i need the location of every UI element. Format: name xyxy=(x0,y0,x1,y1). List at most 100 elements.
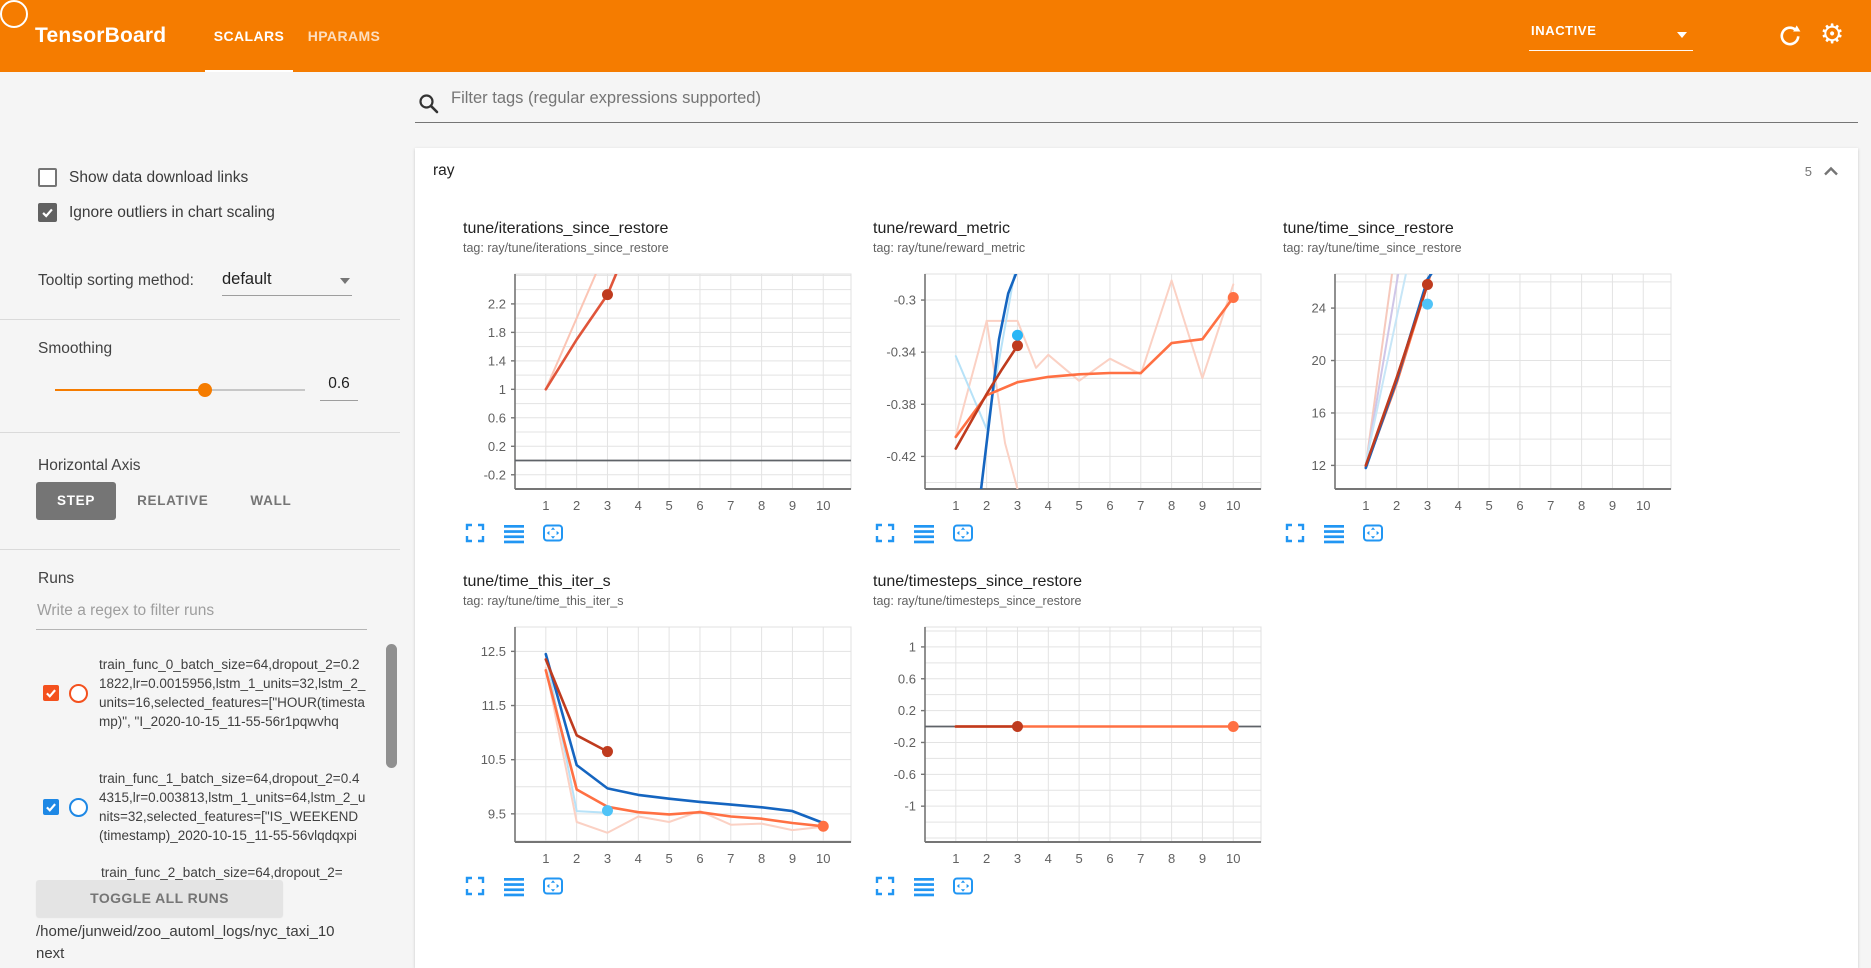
runs-selector-icon[interactable] xyxy=(912,874,936,898)
show-download-links-checkbox[interactable] xyxy=(38,168,57,187)
expand-chart-icon[interactable] xyxy=(463,521,487,545)
ignore-outliers-option[interactable]: Ignore outliers in chart scaling xyxy=(38,203,275,222)
svg-text:10: 10 xyxy=(1636,498,1650,513)
run-radio[interactable] xyxy=(69,797,88,817)
axis-step-button[interactable]: STEP xyxy=(36,482,117,520)
chevron-down-icon xyxy=(340,278,350,284)
fit-domain-icon[interactable] xyxy=(541,521,565,545)
chart-actions xyxy=(463,874,855,898)
runs-filter-input[interactable] xyxy=(36,602,368,629)
series-raw-pink-2 xyxy=(985,319,1019,489)
series-endpoint-run3-endpoint xyxy=(601,805,613,817)
expand-chart-icon[interactable] xyxy=(873,874,897,898)
toggle-all-runs-button[interactable]: TOGGLE ALL RUNS xyxy=(36,880,283,917)
sidebar-scrollbar[interactable] xyxy=(386,644,397,768)
svg-text:7: 7 xyxy=(1547,498,1554,513)
run-checkbox[interactable] xyxy=(43,799,59,815)
run-item-name: train_func_2_batch_size=64,dropout_2= xyxy=(101,865,343,880)
status-dropdown-value: INACTIVE xyxy=(1531,23,1597,38)
option-label: Show data download links xyxy=(69,168,249,186)
svg-text:7: 7 xyxy=(727,498,734,513)
smoothing-slider[interactable] xyxy=(55,382,305,398)
svg-text:1: 1 xyxy=(499,382,506,397)
svg-text:2: 2 xyxy=(983,498,990,513)
chart-tag: tag: ray/tune/time_this_iter_s xyxy=(463,594,624,608)
expand-chart-icon[interactable] xyxy=(873,521,897,545)
tooltip-sorting-select[interactable]: default xyxy=(222,270,352,296)
svg-text:5: 5 xyxy=(1076,851,1083,866)
search-icon xyxy=(419,94,439,114)
expand-chart-icon[interactable] xyxy=(1283,521,1307,545)
svg-text:1.8: 1.8 xyxy=(488,325,506,340)
runs-selector-icon[interactable] xyxy=(502,521,526,545)
svg-text:12: 12 xyxy=(1312,458,1326,473)
series-endpoint-train_func_0-smoothed xyxy=(601,289,613,301)
chart-tag: tag: ray/tune/reward_metric xyxy=(873,241,1026,255)
runs-selector-icon[interactable] xyxy=(1322,521,1346,545)
chart-plot[interactable]: -0.42 -0.38 -0.34 -0.3 1 2 3 4 5 6 7 8 9 10 xyxy=(860,269,1265,519)
series-endpoint-run2-smoothed xyxy=(1011,340,1023,352)
chart-plot[interactable]: -1 -0.6 -0.2 0.2 0.6 1 1 2 3 4 5 6 7 8 9 10 xyxy=(860,622,1265,872)
svg-text:0.2: 0.2 xyxy=(488,439,506,454)
runs-selector-icon[interactable] xyxy=(912,521,936,545)
fit-domain-icon[interactable] xyxy=(951,874,975,898)
series-train_func_0-raw xyxy=(544,274,597,391)
tab-scalars[interactable]: SCALARS xyxy=(205,0,293,72)
series-run2-smoothed xyxy=(1364,283,1429,467)
slider-thumb[interactable] xyxy=(198,383,212,397)
svg-text:3: 3 xyxy=(1424,498,1431,513)
runs-label: Runs xyxy=(38,570,75,587)
smoothing-value[interactable]: 0.6 xyxy=(320,375,358,401)
svg-text:10: 10 xyxy=(816,498,830,513)
run-item-name: train_func_1_batch_size=64,dropout_2=0.4… xyxy=(99,771,366,843)
chart-card: tune/iterations_since_restore tag: ray/tu… xyxy=(450,192,855,545)
chart-plot[interactable]: -0.2 0.2 0.6 1 1.4 1.8 2.2 1 2 3 4 5 6 7 8 9 10 xyxy=(450,269,855,519)
svg-text:24: 24 xyxy=(1312,301,1326,316)
series-run0-smoothed xyxy=(954,296,1235,439)
run-item-name: train_func_0_batch_size=64,dropout_2=0.2… xyxy=(99,657,366,729)
fit-domain-icon[interactable] xyxy=(541,874,565,898)
svg-text:-0.2: -0.2 xyxy=(484,467,506,482)
collapse-chevron-icon[interactable] xyxy=(1820,161,1842,186)
svg-text:-0.38: -0.38 xyxy=(886,397,916,412)
svg-text:4: 4 xyxy=(1455,498,1462,513)
series-raw-pink xyxy=(1364,274,1393,467)
tab-hparams[interactable]: HPARAMS xyxy=(307,28,381,44)
axis-relative-button[interactable]: RELATIVE xyxy=(137,493,209,508)
run-checkbox[interactable] xyxy=(43,685,59,701)
svg-text:2.2: 2.2 xyxy=(488,296,506,311)
series-run1-smoothed xyxy=(979,274,1018,489)
help-icon[interactable] xyxy=(0,0,28,28)
axis-wall-button[interactable]: WALL xyxy=(250,493,292,508)
tag-filter-input[interactable] xyxy=(449,88,1833,109)
svg-text:2: 2 xyxy=(1393,498,1400,513)
fit-domain-icon[interactable] xyxy=(951,521,975,545)
runs-selector-icon[interactable] xyxy=(502,874,526,898)
svg-text:2: 2 xyxy=(983,851,990,866)
svg-text:10: 10 xyxy=(816,851,830,866)
run-radio[interactable] xyxy=(69,683,88,703)
chart-tag: tag: ray/tune/time_since_restore xyxy=(1283,241,1462,255)
refresh-icon[interactable] xyxy=(1777,23,1803,49)
svg-text:2: 2 xyxy=(573,851,580,866)
ignore-outliers-checkbox[interactable] xyxy=(38,203,57,222)
status-dropdown[interactable]: INACTIVE xyxy=(1529,20,1693,51)
chart-title: tune/time_since_restore xyxy=(1283,220,1454,237)
horizontal-axis-label: Horizontal Axis xyxy=(38,457,141,474)
series-endpoint-run0-smoothed xyxy=(1227,721,1239,733)
svg-text:9: 9 xyxy=(1199,498,1206,513)
series-run1-smoothed xyxy=(544,652,825,825)
slider-fill xyxy=(55,389,205,391)
show-download-links-option[interactable]: Show data download links xyxy=(38,168,248,187)
svg-text:1: 1 xyxy=(952,851,959,866)
svg-text:9.5: 9.5 xyxy=(488,806,506,821)
svg-text:1.4: 1.4 xyxy=(488,353,506,368)
runs-filter-field xyxy=(36,602,368,630)
expand-chart-icon[interactable] xyxy=(463,874,487,898)
series-raw-pink xyxy=(544,666,825,834)
tag-group-header[interactable]: ray 5 xyxy=(415,148,1858,192)
chart-plot[interactable]: 9.5 10.5 11.5 12.5 1 2 3 4 5 6 7 8 9 10 xyxy=(450,622,855,872)
fit-domain-icon[interactable] xyxy=(1361,521,1385,545)
gear-icon[interactable]: ⚙ xyxy=(1820,19,1845,49)
